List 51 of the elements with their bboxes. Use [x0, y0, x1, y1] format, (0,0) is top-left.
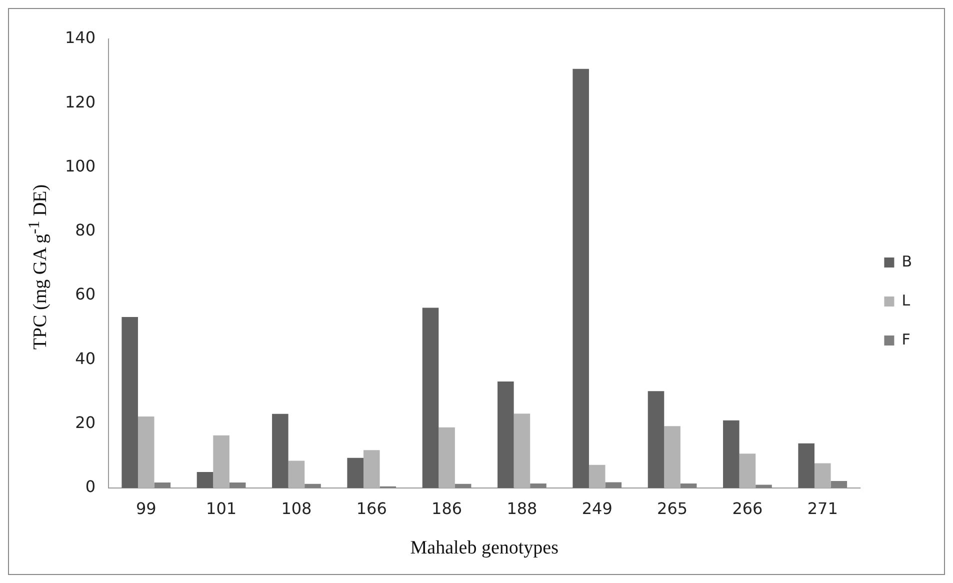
- bar: [739, 454, 756, 488]
- bar: [814, 463, 831, 488]
- x-tick-label: 99: [136, 498, 156, 518]
- bar: [196, 472, 214, 488]
- bar: [138, 416, 154, 488]
- bar: [572, 68, 589, 488]
- y-tick-label: 0: [85, 477, 96, 496]
- x-tick-label: 271: [807, 498, 838, 518]
- bar: [830, 480, 848, 488]
- x-tick-label: 101: [206, 498, 237, 518]
- y-tick-label: 120: [64, 92, 96, 112]
- bar: [347, 458, 364, 488]
- x-tick-label: 186: [432, 498, 462, 518]
- bar: [454, 484, 472, 488]
- y-tick-label: 100: [64, 156, 96, 176]
- y-tick-label: 60: [75, 284, 96, 304]
- bar: [498, 382, 514, 488]
- bar: [588, 464, 606, 488]
- x-tick-label: 265: [657, 498, 688, 518]
- bar: [422, 308, 439, 488]
- bar: [304, 484, 321, 488]
- bar: [648, 391, 664, 488]
- y-tick-label: 80: [75, 220, 96, 240]
- legend-label: F: [902, 330, 910, 348]
- bar: [756, 484, 772, 488]
- bar: [438, 427, 455, 488]
- bar: [122, 317, 138, 488]
- x-tick-label: 249: [582, 498, 612, 518]
- bar: [605, 482, 622, 488]
- x-tick-label: 188: [506, 498, 538, 518]
- legend-label: B: [902, 252, 912, 270]
- bar: [363, 450, 380, 488]
- y-tick-label: 40: [75, 348, 96, 368]
- bar: [514, 414, 530, 488]
- legend-label: L: [902, 291, 911, 310]
- x-tick-label: 108: [281, 498, 312, 518]
- y-tick-label: 20: [75, 413, 96, 432]
- bar: [798, 443, 814, 488]
- bar: [288, 460, 305, 488]
- bar: [229, 482, 246, 488]
- bar: [272, 414, 288, 488]
- bar: [530, 484, 546, 488]
- x-tick-label: 266: [732, 498, 763, 518]
- bar: [664, 426, 680, 488]
- bar: [680, 484, 697, 488]
- bar: [154, 482, 171, 488]
- bar: [213, 435, 230, 488]
- x-axis-title: Mahaleb genotypes: [410, 538, 559, 559]
- y-tick-label: 140: [64, 28, 96, 48]
- x-tick-label: 166: [356, 498, 387, 518]
- bar: [723, 420, 740, 488]
